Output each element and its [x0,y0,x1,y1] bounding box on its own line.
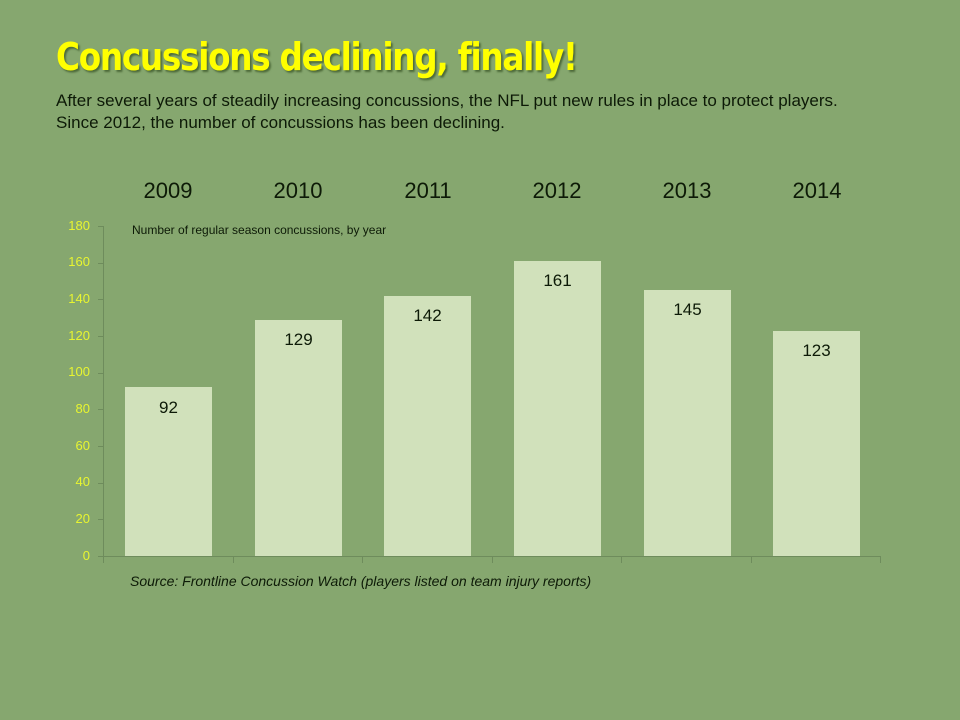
x-tickmark [492,557,493,563]
bar-value-label: 123 [802,341,831,360]
year-label-2009: 2009 [143,178,193,203]
x-tickmark [880,557,881,563]
year-label-2010: 2010 [273,178,323,203]
y-tickmark [98,446,103,447]
y-tickmark [98,373,103,374]
y-tick-100: 100 [68,364,90,379]
bar-2012: 161 [514,261,601,556]
bar-2014: 123 [773,331,860,556]
y-tickmark [98,483,103,484]
y-tickmark [98,336,103,337]
y-tickmark [98,226,103,227]
y-tick-160: 160 [68,254,90,269]
slide-title: Concussions declining, finally! [56,35,578,79]
slide-subtitle: After several years of steadily increasi… [56,90,936,134]
x-axis [103,556,881,557]
bar-value-label: 145 [673,300,702,319]
year-label-2012: 2012 [532,178,582,203]
x-tickmark [233,557,234,563]
source-note: Source: Frontline Concussion Watch (play… [130,573,592,589]
y-tick-180: 180 [68,218,90,233]
bar-2009: 92 [125,387,212,556]
y-tick-140: 140 [68,291,90,306]
y-tickmark [98,556,103,557]
chart-title: Number of regular season concussions, by… [132,223,387,237]
bar-value-label: 161 [543,271,572,290]
bar-value-label: 129 [284,330,313,349]
y-axis [103,226,104,557]
bar-2013: 145 [644,290,731,556]
year-label-2014: 2014 [792,178,842,203]
x-tickmark [751,557,752,563]
x-tickmark [362,557,363,563]
bar-2011: 142 [384,296,471,556]
y-tick-40: 40 [75,474,90,489]
y-tickmark [98,519,103,520]
y-tick-80: 80 [75,401,90,416]
subtitle-line-1: After several years of steadily increasi… [56,91,838,110]
x-tickmark [103,557,104,563]
y-tickmark [98,409,103,410]
bar-2010: 129 [255,320,342,556]
y-tick-0: 0 [82,548,90,563]
subtitle-line-2: Since 2012, the number of concussions ha… [56,113,505,132]
y-tickmark [98,299,103,300]
y-tick-120: 120 [68,328,90,343]
y-tick-20: 20 [75,511,90,526]
year-label-2011: 2011 [404,178,452,203]
bar-value-label: 142 [413,306,442,325]
y-tick-60: 60 [75,438,90,453]
y-tickmark [98,263,103,264]
year-label-2013: 2013 [662,178,712,203]
x-tickmark [621,557,622,563]
bar-value-label: 92 [159,398,178,417]
